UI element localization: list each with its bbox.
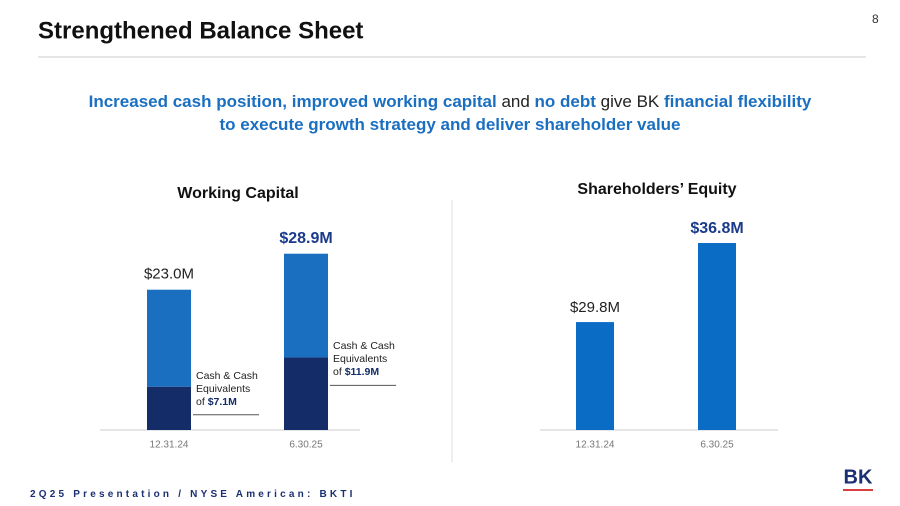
subtitle-line: Increased cash position, improved workin… xyxy=(0,90,900,113)
annotation-name: Cash & Cash Equivalents xyxy=(333,340,395,366)
annotation-value: $7.1M xyxy=(207,395,237,408)
chart-title: Shareholders’ Equity xyxy=(577,181,736,198)
bar xyxy=(698,242,736,430)
bar-segment xyxy=(284,357,328,430)
footer: 2Q25 Presentation / NYSE American: BKTI xyxy=(30,489,356,500)
annotation-name: Cash & Cash Equivalents xyxy=(196,369,258,395)
chart-title: Working Capital xyxy=(177,185,299,202)
logo: BK xyxy=(844,466,873,488)
annotation-value: $11.9M xyxy=(344,366,380,379)
total-label: $23.0M xyxy=(144,266,194,283)
value-label: $36.8M xyxy=(690,220,743,237)
subtitle-emphasis: financial flexibility xyxy=(663,92,812,111)
x-tick-label: 6.30.25 xyxy=(700,440,734,451)
slide-title: Strengthened Balance Sheet xyxy=(38,17,363,44)
subtitle-emphasis: Increased cash position, improved workin… xyxy=(88,92,497,111)
value-label: $29.8M xyxy=(570,299,620,316)
subtitle-emphasis: no debt xyxy=(534,92,596,111)
subtitle-line: to execute growth strategy and deliver s… xyxy=(0,113,900,136)
bar xyxy=(576,322,614,430)
annotation: Cash & Cash Equivalents of $7.1M xyxy=(196,370,266,409)
subtitle: Increased cash position, improved workin… xyxy=(0,90,900,136)
x-tick-label: 12.31.24 xyxy=(576,440,615,451)
subtitle-emphasis: to execute growth strategy and deliver s… xyxy=(219,115,681,134)
subtitle-text: and xyxy=(496,92,535,111)
bar-segment xyxy=(147,289,191,387)
bar-segment xyxy=(147,386,191,430)
x-tick-label: 6.30.25 xyxy=(289,440,323,451)
bar-segment xyxy=(284,253,328,358)
subtitle-text: give BK xyxy=(595,92,664,111)
annotation-prefix: of xyxy=(333,366,342,379)
annotation: Cash & Cash Equivalents of $11.9M xyxy=(333,340,403,379)
total-label: $28.9M xyxy=(279,230,332,247)
annotation-prefix: of xyxy=(196,395,205,408)
x-tick-label: 12.31.24 xyxy=(150,440,189,451)
page-number: 8 xyxy=(872,12,879,26)
